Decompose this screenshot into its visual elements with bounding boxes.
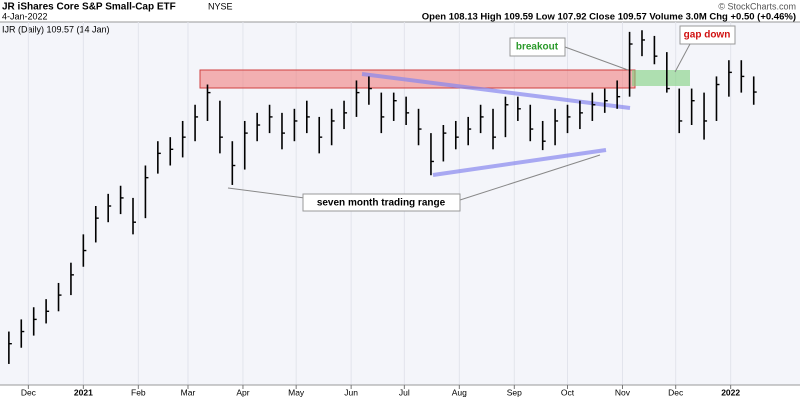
annotation: gap down — [684, 30, 731, 41]
gap-zone — [632, 70, 690, 86]
x-tick-label: 2022 — [721, 387, 740, 397]
x-axis-band — [0, 385, 800, 400]
quote: Open 108.13 High 109.59 Low 107.92 Close… — [422, 12, 796, 23]
header-band — [0, 0, 800, 22]
annotation: seven month trading range — [317, 198, 446, 209]
chart-date: 4-Jan-2022 — [2, 11, 48, 21]
x-tick-label: May — [288, 387, 305, 397]
legend: IJR (Daily) 109.57 (14 Jan) — [2, 24, 110, 34]
x-tick-label: Aug — [452, 387, 467, 397]
range-zone — [199, 69, 636, 89]
x-tick-label: 2021 — [74, 387, 93, 397]
callout-line — [674, 43, 691, 73]
x-tick-label: Nov — [615, 387, 631, 397]
trend-line — [361, 72, 631, 110]
x-tick-label: Apr — [236, 387, 249, 397]
callout-box — [302, 193, 461, 212]
x-axis-labels: Dec 2021 Feb Mar Apr May Jun Jul Aug Sep Oct Nov Dec… — [21, 385, 740, 397]
x-tick-label: Dec — [21, 387, 37, 397]
x-tick-label: Sep — [507, 387, 522, 397]
symbol-title: JR iShares Core S&P Small-Cap ETF — [2, 2, 176, 13]
x-tick-label: Jul — [399, 387, 410, 397]
price-bars — [8, 30, 757, 364]
callout-line — [459, 154, 601, 201]
x-tick-label: Jun — [344, 387, 358, 397]
exchange: NYSE — [208, 1, 233, 11]
x-tick-label: Oct — [561, 387, 575, 397]
trend-line — [432, 148, 607, 177]
copyright: © StockCharts.com — [718, 1, 796, 11]
x-tick-label: Feb — [131, 387, 146, 397]
callout-line — [564, 46, 629, 71]
annotation: breakout — [516, 42, 559, 53]
x-tick-label: Mar — [181, 387, 196, 397]
x-tick-label: Dec — [668, 387, 684, 397]
callout-box — [679, 25, 736, 45]
